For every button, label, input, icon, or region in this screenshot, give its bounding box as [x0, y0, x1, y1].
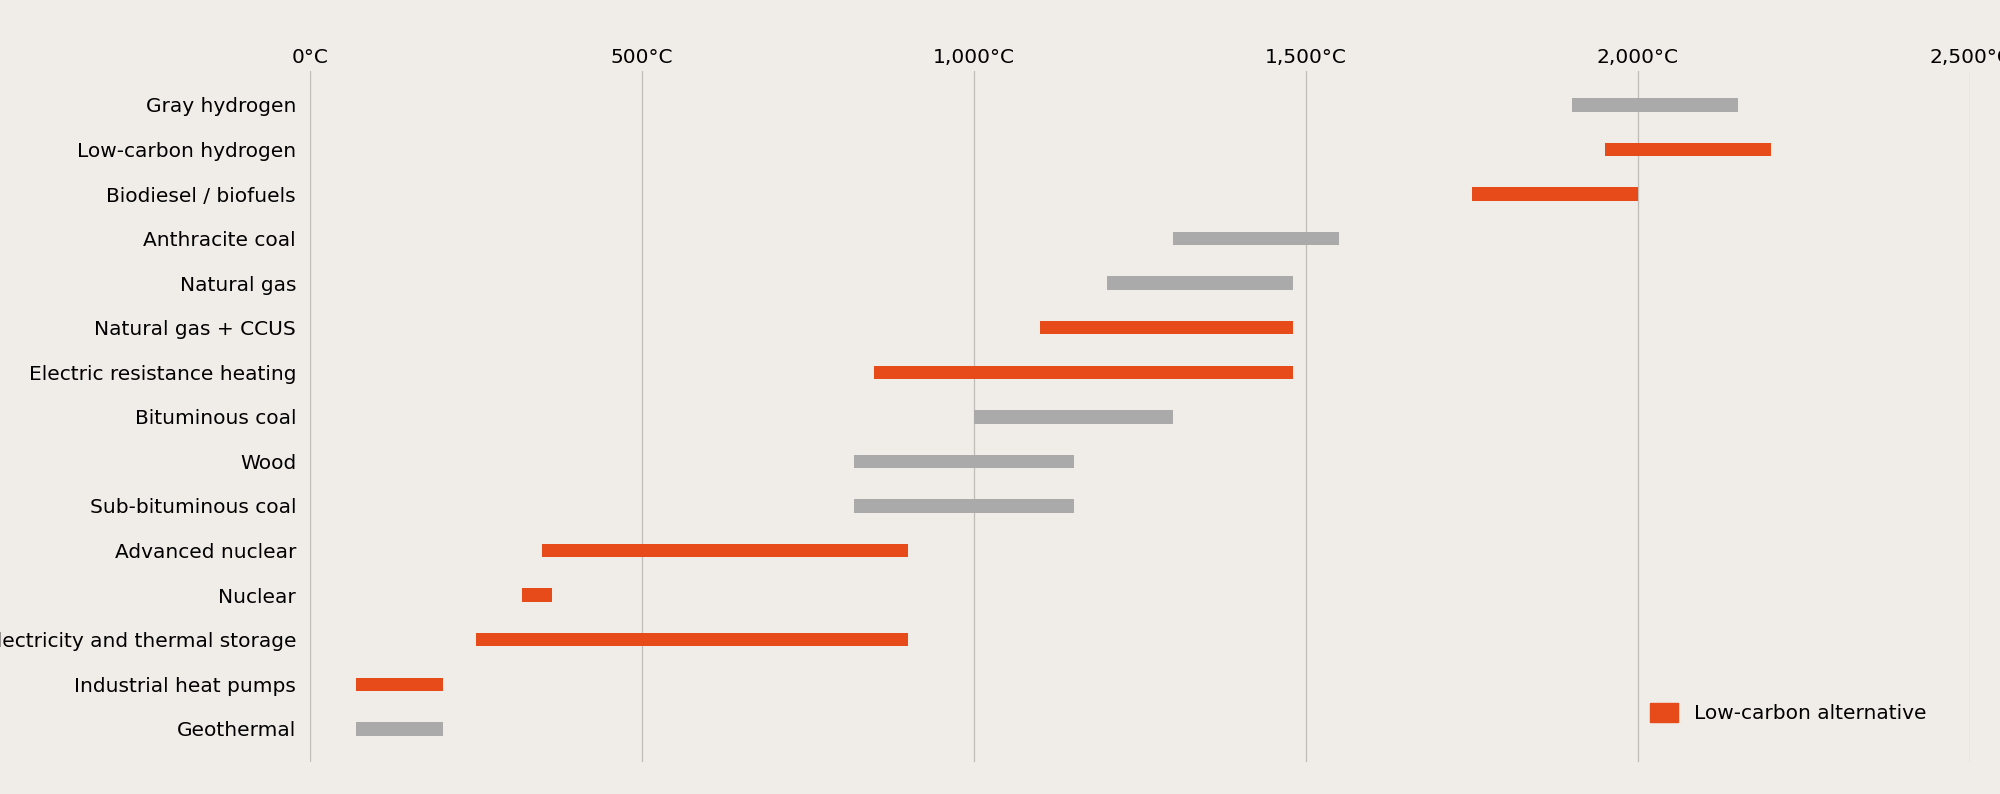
Bar: [1174, 232, 1340, 245]
Bar: [476, 633, 908, 646]
Bar: [542, 544, 908, 557]
Bar: [854, 455, 1074, 468]
Bar: [356, 677, 442, 691]
Bar: [1472, 187, 1638, 201]
Bar: [974, 410, 1174, 423]
Bar: [1604, 143, 1770, 156]
Bar: [356, 722, 442, 735]
Bar: [1040, 321, 1292, 334]
Bar: [1572, 98, 1738, 112]
Bar: [1106, 276, 1292, 290]
Legend: Low-carbon alternative: Low-carbon alternative: [1642, 696, 1936, 731]
Bar: [854, 499, 1074, 513]
Bar: [874, 365, 1292, 379]
Bar: [522, 588, 552, 602]
